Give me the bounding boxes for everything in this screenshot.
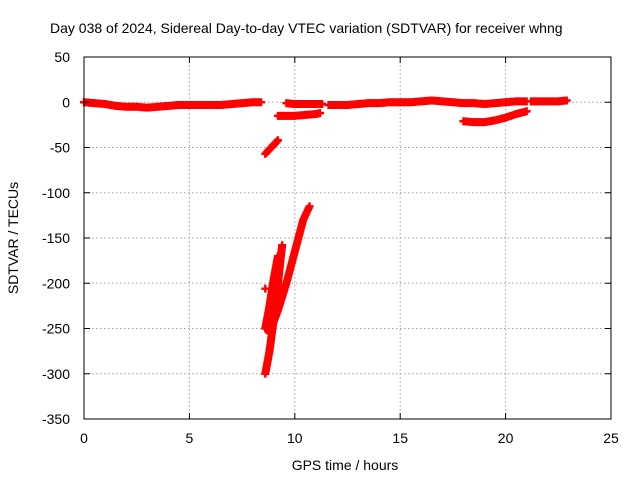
grid-lines — [84, 57, 611, 419]
y-tick-label: -250 — [42, 321, 70, 337]
y-tick-label: 50 — [54, 49, 70, 65]
chart-title: Day 038 of 2024, Sidereal Day-to-day VTE… — [50, 20, 563, 36]
y-tick-label: -100 — [42, 185, 70, 201]
plot-frame — [83, 56, 612, 420]
x-tick-label: 20 — [498, 430, 514, 446]
x-axis-label: GPS time / hours — [292, 457, 399, 473]
y-tick-label: -300 — [42, 366, 70, 382]
data-point — [278, 241, 287, 250]
x-axis-ticks: 0 5 10 15 20 25 — [80, 57, 619, 446]
y-axis-label: SDTVAR / TECUs — [5, 182, 21, 294]
y-tick-label: -350 — [42, 411, 70, 427]
x-tick-label: 5 — [186, 430, 194, 446]
y-tick-label: -150 — [42, 230, 70, 246]
data-point — [305, 202, 314, 211]
x-tick-label: 25 — [603, 430, 619, 446]
data-point — [522, 107, 531, 116]
y-axis-ticks: 50 0 -50 -100 -150 -200 -250 -300 -350 — [42, 49, 611, 427]
data-point — [273, 136, 282, 145]
x-tick-label: 15 — [392, 430, 408, 446]
data-series — [80, 96, 571, 378]
data-point — [316, 109, 325, 118]
data-point — [562, 96, 571, 105]
y-tick-label: -200 — [42, 275, 70, 291]
data-point — [257, 98, 266, 107]
data-point — [261, 284, 270, 293]
x-tick-label: 10 — [287, 430, 303, 446]
data-point — [273, 252, 282, 261]
y-tick-label: 0 — [62, 94, 70, 110]
y-tick-label: -50 — [50, 140, 70, 156]
x-tick-label: 0 — [80, 430, 88, 446]
